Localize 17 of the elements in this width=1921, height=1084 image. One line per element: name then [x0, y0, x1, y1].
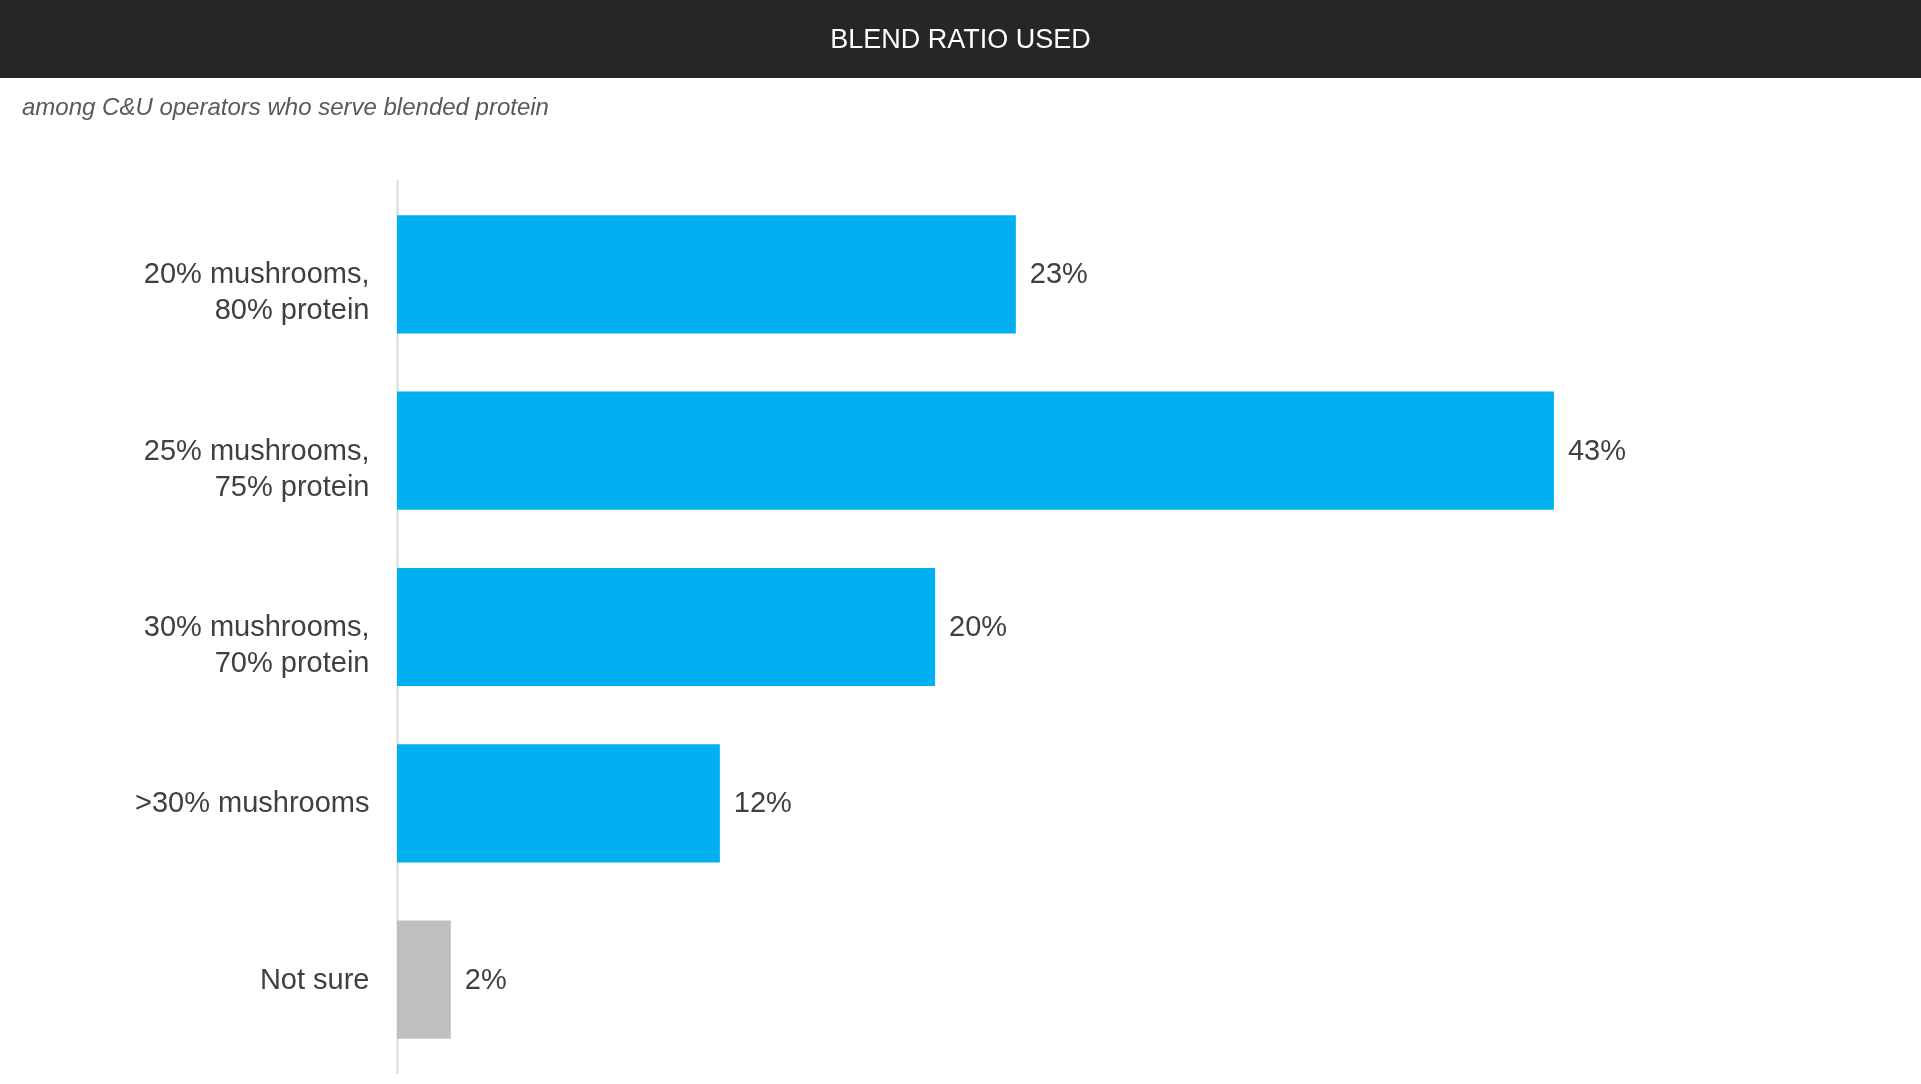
- bar: [397, 744, 720, 863]
- y-tick-label: 30% mushrooms, 70% protein: [143, 610, 370, 678]
- data-label: 43%: [1567, 433, 1626, 466]
- y-tick-label: 25% mushrooms, 75% protein: [143, 433, 370, 502]
- chart-subtitle: among C&U operators who serve blended protein: [22, 93, 549, 120]
- y-tick-label: >30% mushrooms: [134, 786, 370, 819]
- data-label: 20%: [949, 610, 1008, 642]
- bar: [397, 391, 1554, 510]
- y-tick-label: 20% mushrooms, 80% protein: [143, 257, 370, 326]
- bar: [397, 567, 936, 687]
- data-label: 23%: [1029, 257, 1088, 290]
- bar: [397, 215, 1016, 334]
- data-label: 2%: [464, 962, 507, 995]
- data-label: 12%: [733, 786, 792, 819]
- chart-title: BLEND RATIO USED: [830, 24, 1091, 54]
- bar: [397, 920, 451, 1039]
- y-tick-label: Not sure: [259, 962, 370, 995]
